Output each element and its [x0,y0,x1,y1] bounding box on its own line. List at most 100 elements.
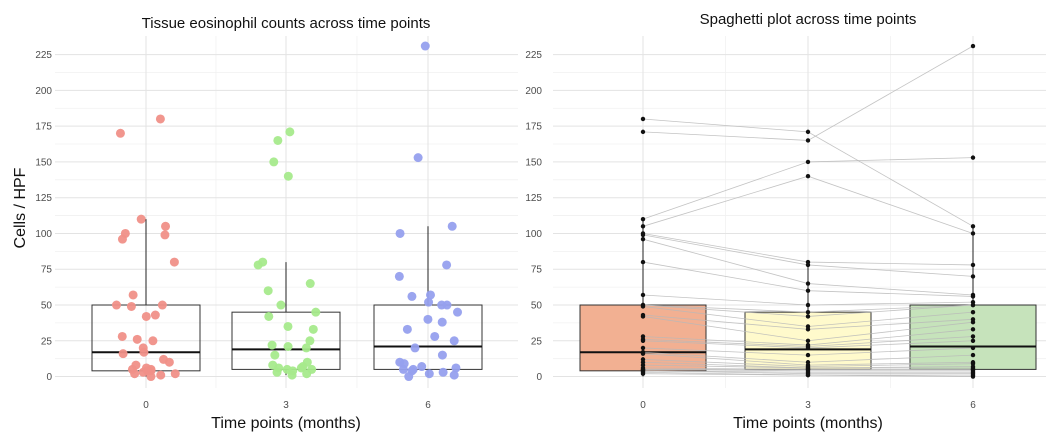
jitter-point [449,336,459,346]
subject-point [805,314,811,319]
jitter-point [395,228,405,238]
left-chart-title: Tissue eosinophil counts across time poi… [142,15,431,32]
jitter-point [447,221,457,231]
jitter-point [136,214,146,224]
jitter-point [263,286,273,296]
jitter-point [170,369,180,379]
jitter-point [273,135,283,145]
jitter-point [111,300,121,310]
jitter-point [118,349,128,359]
subject-point [805,352,811,358]
y-tick-label: 100 [35,229,52,240]
y-tick-label: 225 [35,50,52,61]
x-tick-label: 6 [970,400,976,411]
y-tick-label: 150 [525,157,542,168]
jitter-point [126,301,136,311]
y-tick-label: 200 [35,86,52,97]
jitter-point [437,350,447,360]
jitter-point [417,362,427,372]
x-tick-label: 0 [640,400,646,411]
jitter-point [283,342,293,352]
y-tick-label: 75 [531,265,543,276]
jitter-point [449,370,459,380]
jitter-point [117,234,127,244]
subject-point [640,345,646,351]
panel-right: 0 25 50 75 100 125 150 175 200 225 0 3 6 Spaghetti … [525,11,1046,432]
jitter-point [394,271,404,281]
subject-point [640,129,646,135]
subject-point [970,294,976,299]
jitter-point [253,260,263,270]
jitter-point [132,334,142,344]
jitter-point [430,331,440,341]
subject-point [640,116,646,122]
subject-point [805,288,811,293]
subject-point [970,262,976,268]
jitter-point [264,311,274,321]
jitter-point [146,372,156,382]
subject-point [640,292,646,298]
jitter-point [437,300,447,310]
jitter-point [311,307,321,317]
x-tick-label: 3 [805,400,811,411]
jitter-point [410,343,420,353]
subject-point [970,334,976,339]
jitter-point [138,367,148,377]
y-tick-label: 0 [536,372,542,383]
jitter-point [272,367,282,377]
left-y-tick-labels: 0 25 50 75 100 125 150 175 200 225 [35,50,52,383]
jitter-point [169,257,179,267]
panel-left: 0 25 50 75 100 125 150 175 200 225 0 3 6 Tissue eos… [12,15,518,432]
jitter-point [285,127,295,137]
jitter-point [156,370,166,380]
subject-point [640,236,646,242]
subject-point [970,43,976,49]
jitter-point [424,297,434,307]
subject-point [805,159,811,165]
jitter-point [407,291,417,301]
jitter-point [425,290,435,300]
jitter-point [287,370,297,380]
x-tick-label: 0 [143,400,149,411]
jitter-point [398,364,408,374]
right-x-tick-labels: 0 3 6 [640,400,976,411]
x-tick-label: 3 [283,400,289,411]
jitter-point [139,347,149,357]
y-tick-label: 0 [46,372,52,383]
y-tick-label: 50 [41,301,53,312]
subject-point [640,224,646,229]
jitter-point [453,307,463,317]
jitter-point [420,41,430,51]
jitter-point [283,171,293,181]
subject-point [640,338,646,343]
subject-point [640,232,646,238]
subject-point [970,274,976,279]
jitter-point [161,221,171,231]
jitter-point [302,369,312,379]
y-tick-label: 125 [525,193,542,204]
y-tick-label: 175 [525,122,542,133]
jitter-point [308,324,318,334]
jitter-point [150,310,160,320]
subject-point [640,216,646,222]
jitter-point [130,369,140,379]
jitter-point [267,340,277,350]
jitter-point [442,260,452,270]
right-chart-title: Spaghetti plot across time points [700,11,917,28]
subject-point [640,314,646,319]
jitter-point [283,321,293,331]
subject-point [640,351,646,356]
subject-point [970,319,976,325]
subject-point [805,262,811,268]
jitter-point [305,279,315,289]
jitter-point [270,350,280,360]
subject-point [805,129,811,135]
jitter-point [301,343,311,353]
y-tick-label: 175 [35,122,52,133]
y-tick-label: 25 [531,336,543,347]
jitter-point [117,331,127,341]
y-tick-label: 100 [525,229,542,240]
jitter-point [128,290,138,300]
y-tick-label: 75 [41,265,53,276]
